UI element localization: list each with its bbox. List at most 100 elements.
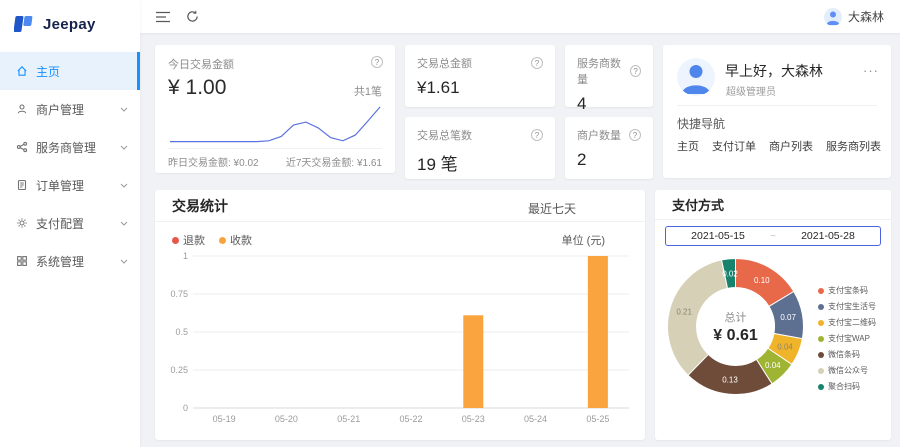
pay-method-donut-chart: 0.10 0.07 0.04 0.04 0.13 0.21 0.02 [667, 257, 804, 395]
merchant-count-card: 商户数量 ? 2 [565, 117, 653, 179]
panel-title: 支付方式 [672, 198, 725, 213]
logo[interactable]: Jeepay [0, 0, 140, 48]
pie-legend-item[interactable]: 微信条码 [818, 349, 876, 360]
pie-legend-item[interactable]: 支付宝WAP [818, 333, 876, 344]
gear-icon [16, 217, 28, 229]
help-icon[interactable]: ? [371, 56, 383, 68]
pay-method-card: 支付方式 2021-05-15 ~ 2021-05-28 0.10 0.07 0.0… [655, 190, 891, 440]
legend-dot-icon [818, 335, 824, 342]
range-last-7-days[interactable]: 最近七天 [528, 202, 577, 216]
date-range-picker[interactable]: 2021-05-15 ~ 2021-05-28 [665, 226, 881, 246]
svg-text:05-23: 05-23 [462, 414, 485, 424]
chevron-down-icon [120, 145, 128, 150]
logo-text: Jeepay [43, 15, 96, 33]
help-icon[interactable]: ? [531, 57, 543, 69]
quick-link-merchant-list[interactable]: 商户列表 [769, 141, 813, 153]
legend-label: 微信公众号 [828, 366, 868, 375]
trade-statistics-card: 交易统计 最近七天 退款 收款 单位 (元) 0 0.25 0.5 0.75 1 05-1… [155, 190, 645, 440]
pie-legend-item[interactable]: 支付宝条码 [818, 285, 876, 296]
date-end-input[interactable]: 2021-05-28 [801, 230, 855, 242]
jeepay-logo-icon [14, 13, 36, 35]
legend-label: 聚合扫码 [828, 382, 860, 391]
divider [168, 148, 382, 149]
pie-legend-item[interactable]: 微信公众号 [818, 365, 876, 376]
legend-label: 收款 [230, 235, 252, 247]
chart-legend: 退款 收款 [172, 232, 252, 248]
total-amount-value: ¥1.61 [417, 78, 460, 97]
legend-label: 支付宝条码 [828, 286, 868, 295]
sidebar: Jeepay 主页 商户管理 [0, 0, 140, 447]
legend-dot-icon [818, 287, 824, 294]
sidebar-item-label: 商户管理 [36, 102, 85, 117]
user-name: 大森林 [847, 10, 884, 24]
svg-text:05-19: 05-19 [213, 414, 236, 424]
chevron-down-icon [120, 183, 128, 188]
greeting-title: 早上好，大森林 [725, 63, 823, 79]
quick-nav-title: 快捷导航 [677, 117, 726, 131]
legend-label: 微信条码 [828, 350, 860, 359]
date-start-input[interactable]: 2021-05-15 [691, 230, 745, 242]
order-icon [16, 179, 28, 191]
quick-link-isv-list[interactable]: 服务商列表 [826, 141, 881, 153]
user-role: 超级管理员 [726, 87, 776, 98]
isv-count-value: 4 [577, 94, 587, 113]
user-menu[interactable]: 大森林 [823, 7, 884, 26]
refresh-icon[interactable] [186, 10, 199, 23]
pie-legend-item[interactable]: 支付宝二维码 [818, 317, 876, 328]
legend-dot-icon [172, 236, 179, 244]
svg-text:0.04: 0.04 [777, 343, 793, 352]
panel-title: 交易统计 [172, 197, 228, 214]
sidebar-item-system[interactable]: 系统管理 [0, 242, 140, 280]
svg-text:05-22: 05-22 [399, 414, 422, 424]
sidebar-item-label: 支付配置 [36, 216, 85, 231]
svg-text:0.10: 0.10 [754, 276, 770, 285]
sidebar-item-isv[interactable]: 服务商管理 [0, 128, 140, 166]
help-icon[interactable]: ? [531, 129, 543, 141]
card-title: 今日交易金额 [168, 59, 234, 71]
legend-dot-icon [219, 236, 226, 244]
svg-text:0: 0 [183, 403, 188, 413]
week-amount: 近7天交易金额: ¥1.61 [285, 158, 382, 169]
yesterday-amount: 昨日交易金额: ¥0.02 [168, 158, 259, 169]
svg-text:0.21: 0.21 [676, 308, 692, 317]
sidebar-item-label: 主页 [36, 64, 61, 79]
more-icon[interactable]: ··· [863, 63, 879, 78]
svg-text:05-21: 05-21 [337, 414, 360, 424]
sidebar-item-pay-config[interactable]: 支付配置 [0, 204, 140, 242]
sidebar-item-orders[interactable]: 订单管理 [0, 166, 140, 204]
quick-link-pay-orders[interactable]: 支付订单 [712, 141, 756, 153]
bar-05-23 [463, 315, 484, 408]
pie-legend-item[interactable]: 支付宝生活号 [818, 301, 876, 312]
unit-label: 单位 (元) [561, 235, 605, 247]
top-header: 大森林 [140, 0, 900, 33]
order-count-value: 19 笔 [417, 155, 458, 174]
sidebar-menu: 主页 商户管理 服务商管理 [0, 52, 140, 280]
legend-dot-icon [818, 383, 824, 390]
pie-legend-item[interactable]: 聚合扫码 [818, 381, 876, 392]
sidebar-item-merchant[interactable]: 商户管理 [0, 90, 140, 128]
help-icon[interactable]: ? [629, 129, 641, 141]
legend-item-income[interactable]: 收款 [219, 232, 252, 248]
merchant-count-value: 2 [577, 150, 587, 169]
legend-dot-icon [818, 351, 824, 358]
svg-text:05-20: 05-20 [275, 414, 298, 424]
svg-text:1: 1 [183, 251, 188, 261]
menu-collapse-icon[interactable] [156, 11, 170, 23]
svg-text:0.25: 0.25 [170, 365, 188, 375]
legend-dot-icon [818, 303, 824, 310]
trade-bar-chart: 0 0.25 0.5 0.75 1 05-19 05-20 05-21 05-22 05-23 05… [170, 251, 629, 424]
today-count: 共1笔 [353, 86, 382, 98]
today-sparkline-chart [170, 106, 381, 143]
quick-link-home[interactable]: 主页 [677, 141, 699, 153]
card-title: 商户数量 [577, 130, 621, 142]
legend-item-refund[interactable]: 退款 [172, 232, 205, 248]
legend-dot-icon [818, 319, 824, 326]
legend-dot-icon [818, 367, 824, 374]
svg-text:0.07: 0.07 [780, 313, 796, 322]
sidebar-item-home[interactable]: 主页 [0, 52, 140, 90]
svg-text:0.75: 0.75 [170, 289, 188, 299]
today-amount-value: ¥ 1.00 [168, 76, 227, 99]
svg-text:05-24: 05-24 [524, 414, 547, 424]
help-icon[interactable]: ? [630, 65, 641, 77]
